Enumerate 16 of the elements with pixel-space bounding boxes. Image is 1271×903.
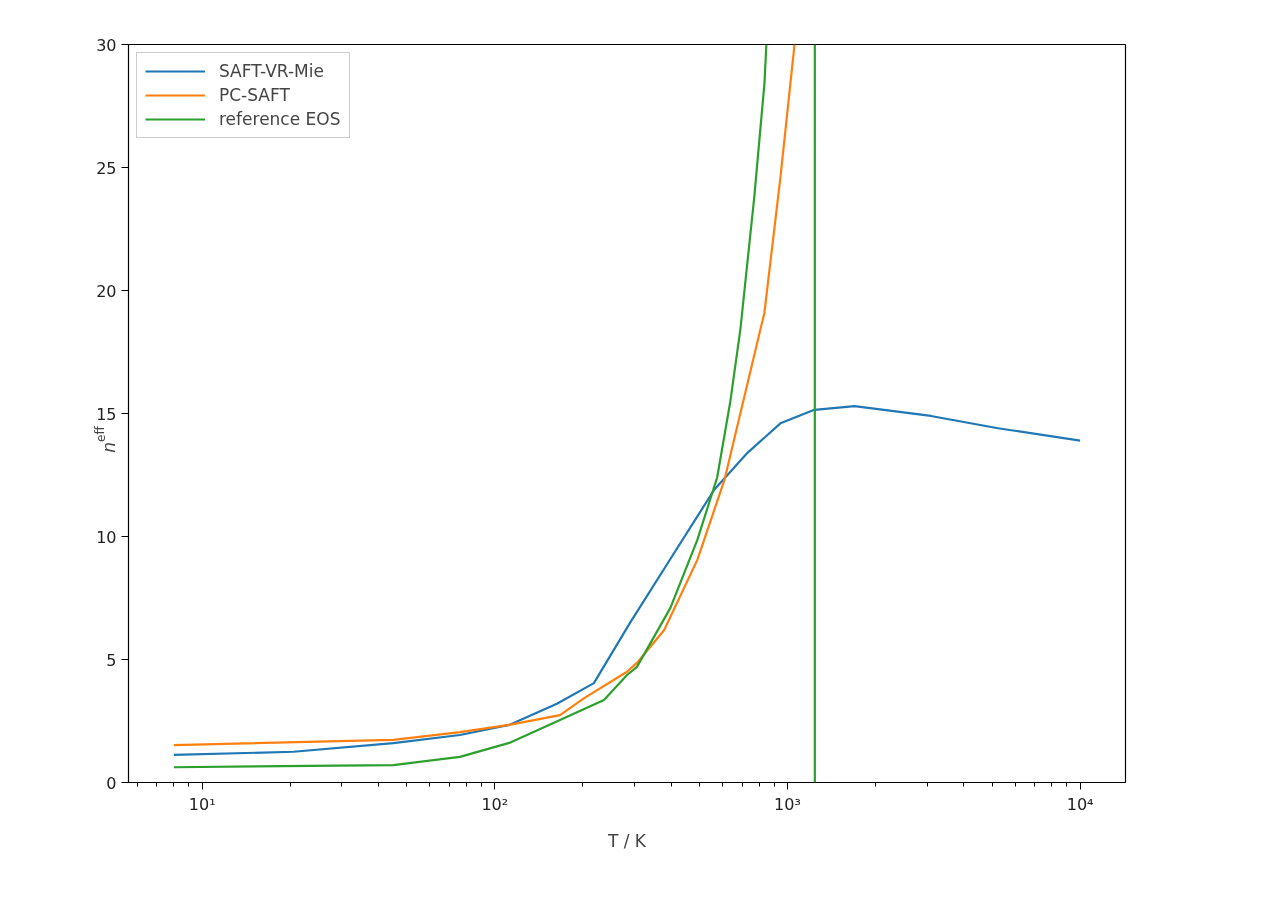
legend-label: SAFT-VR-Mie bbox=[219, 61, 324, 81]
y-tick-label: 5 bbox=[106, 650, 117, 670]
y-axis-title: neff bbox=[93, 425, 119, 453]
x-tick-label: 10² bbox=[481, 794, 509, 814]
y-tick-label: 0 bbox=[106, 773, 117, 793]
y-tick-label: 15 bbox=[96, 404, 117, 424]
legend-label: PC-SAFT bbox=[219, 85, 290, 105]
y-tick-label: 10 bbox=[96, 527, 117, 547]
x-axis-title: T / K bbox=[606, 830, 647, 851]
y-tick-label: 25 bbox=[96, 158, 117, 178]
y-tick-label: 30 bbox=[96, 35, 117, 55]
legend-label: reference EOS bbox=[219, 109, 341, 129]
y-tick-label: 20 bbox=[96, 281, 117, 301]
x-tick-label: 10³ bbox=[774, 794, 801, 814]
x-tick-label: 10⁴ bbox=[1066, 794, 1094, 814]
x-tick-label: 10¹ bbox=[188, 794, 216, 814]
